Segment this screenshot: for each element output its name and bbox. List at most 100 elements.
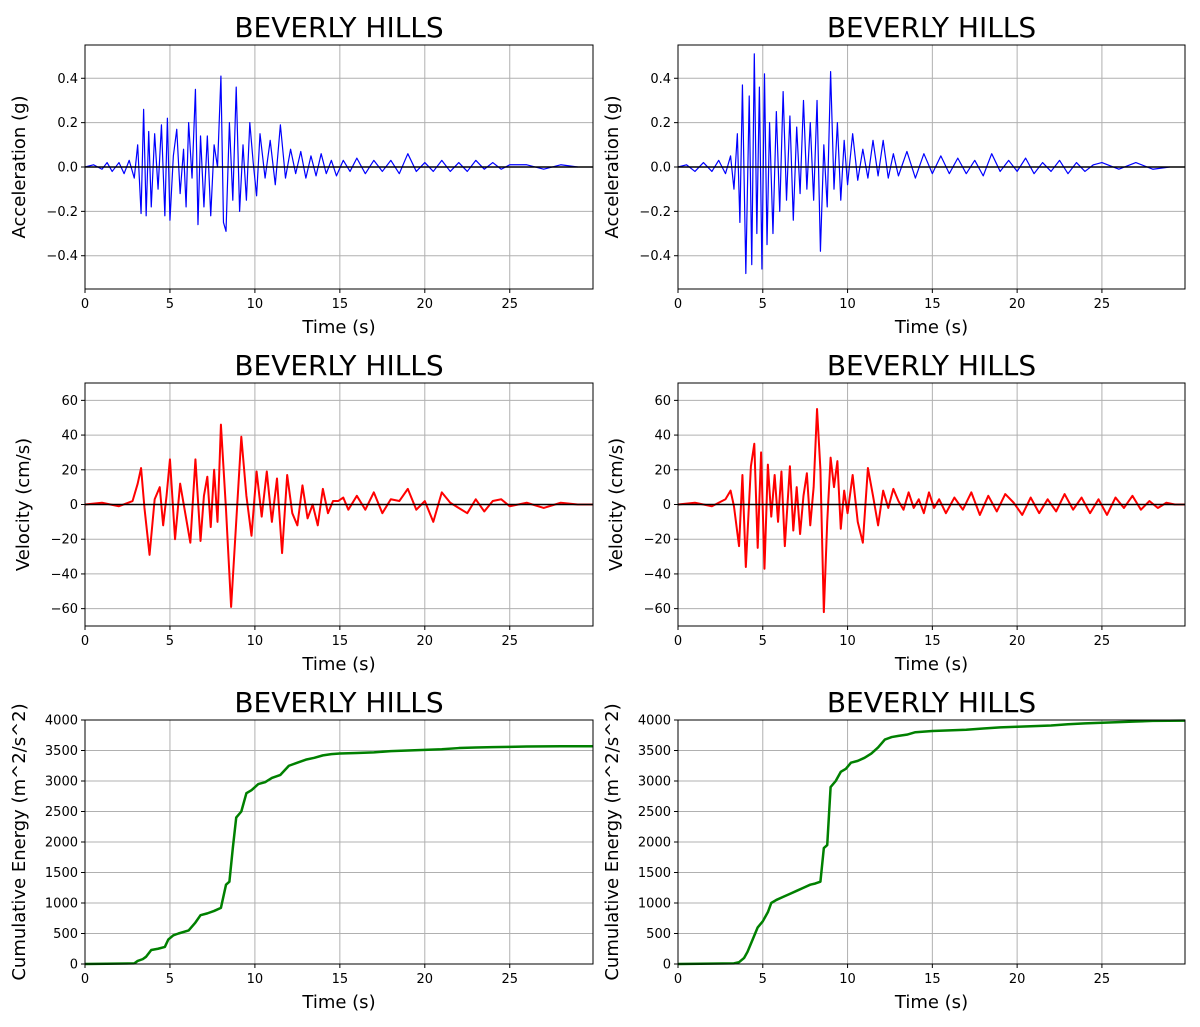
y-tick-label: 60 (61, 394, 78, 409)
chart-accel-right: 0 5 10 15 20 25 −0.4 −0.2 0.0 0.2 0.4 BEVERLY HILLS… (602, 11, 1186, 338)
y-tick-label: −40 (51, 567, 78, 582)
y-tick-label: 0 (70, 958, 78, 973)
chart-title: BEVERLY HILLS (234, 349, 443, 382)
y-axis-label: Velocity (cm/s) (13, 438, 34, 571)
y-tick-label: 500 (646, 927, 671, 942)
x-tick-label: 10 (839, 297, 856, 312)
y-tick-label: 60 (654, 394, 671, 409)
y-tick-label: 0.0 (57, 161, 78, 176)
x-tick-label: 0 (674, 634, 682, 649)
x-tick-label: 15 (332, 297, 349, 312)
x-tick-label: 0 (674, 297, 682, 312)
chart-velocity-right: 0 5 10 15 20 25 −60 −40 −20 0 20 40 60 BEVERLY HILLS T… (606, 349, 1186, 675)
y-tick-label: 1500 (45, 866, 78, 881)
x-tick-label: 10 (247, 972, 264, 987)
x-axis-label: Time (s) (301, 992, 375, 1013)
series-line-accel-right (677, 53, 1170, 275)
x-tick-label: 5 (166, 634, 174, 649)
chart-velocity-left: 0 5 10 15 20 25 −60 −40 −20 0 20 40 60 BEVERLY HILLS T… (13, 349, 594, 675)
x-tick-label: 10 (839, 634, 856, 649)
chart-title: BEVERLY HILLS (234, 686, 443, 719)
y-tick-label: −0.4 (46, 249, 78, 264)
y-axis-label: Acceleration (g) (9, 95, 30, 238)
y-tick-label: 0.4 (57, 72, 78, 87)
x-tick-label: 15 (332, 634, 349, 649)
y-tick-label: −0.4 (639, 249, 671, 264)
x-axis-label: Time (s) (894, 992, 968, 1013)
x-axis-label: Time (s) (894, 317, 968, 338)
y-tick-label: 2500 (45, 805, 78, 820)
x-tick-label: 0 (81, 634, 89, 649)
y-tick-label: −0.2 (639, 205, 671, 220)
x-tick-label: 5 (759, 972, 767, 987)
y-tick-label: 40 (654, 429, 671, 444)
y-tick-label: −40 (644, 567, 671, 582)
y-tick-label: 2000 (45, 836, 78, 851)
x-tick-label: 25 (1094, 972, 1111, 987)
series-line-energy-right (677, 719, 1186, 966)
chart-energy-right: 0 5 10 15 20 25 0 500 1000 1500 2000 2500 3000 3500 40… (602, 686, 1186, 1013)
y-tick-label: 2500 (638, 805, 671, 820)
y-tick-label: 3000 (638, 775, 671, 790)
y-tick-label: 20 (61, 463, 78, 478)
x-tick-label: 15 (332, 972, 349, 987)
x-tick-label: 25 (501, 634, 518, 649)
y-tick-label: 3000 (45, 775, 78, 790)
chart-title: BEVERLY HILLS (827, 349, 1036, 382)
y-tick-label: 1000 (45, 897, 78, 912)
x-tick-label: 20 (417, 972, 434, 987)
x-axis-label: Time (s) (301, 654, 375, 675)
x-tick-label: 5 (759, 297, 767, 312)
chart-title: BEVERLY HILLS (827, 11, 1036, 44)
y-axis-label: Cumulative Energy (m^2/s^2) (9, 703, 30, 980)
x-tick-label: 25 (501, 972, 518, 987)
x-tick-label: 25 (1094, 634, 1111, 649)
x-tick-label: 15 (924, 297, 941, 312)
x-tick-label: 15 (924, 972, 941, 987)
chart-title: BEVERLY HILLS (827, 686, 1036, 719)
chart-energy-left: 0 5 10 15 20 25 0 500 1000 1500 2000 2500 3000 3500 40… (9, 686, 594, 1013)
x-tick-label: 5 (166, 972, 174, 987)
y-tick-label: 0 (663, 958, 671, 973)
y-tick-label: 0 (70, 498, 78, 513)
y-tick-label: 0.2 (57, 116, 78, 131)
x-tick-label: 20 (1009, 634, 1026, 649)
y-tick-label: 3500 (45, 744, 78, 759)
series-line-accel-left (84, 75, 578, 232)
y-tick-label: 2000 (638, 836, 671, 851)
x-tick-label: 20 (1009, 297, 1026, 312)
x-tick-label: 0 (81, 297, 89, 312)
y-tick-label: 1500 (638, 866, 671, 881)
x-tick-label: 25 (501, 297, 518, 312)
y-axis-label: Velocity (cm/s) (606, 438, 627, 571)
y-tick-label: −60 (644, 602, 671, 617)
x-tick-label: 20 (1009, 972, 1026, 987)
x-tick-label: 10 (247, 634, 264, 649)
x-axis-label: Time (s) (894, 654, 968, 675)
y-tick-label: −20 (51, 533, 78, 548)
series-line-velocity-left (84, 423, 593, 608)
y-tick-label: 20 (654, 463, 671, 478)
y-tick-label: 0.4 (650, 72, 671, 87)
y-tick-label: 0 (663, 498, 671, 513)
x-tick-label: 25 (1094, 297, 1111, 312)
y-tick-label: 40 (61, 429, 78, 444)
series-line-energy-left (84, 744, 593, 966)
chart-title: BEVERLY HILLS (234, 11, 443, 44)
x-tick-label: 0 (81, 972, 89, 987)
x-axis-label: Time (s) (301, 317, 375, 338)
x-tick-label: 10 (839, 972, 856, 987)
y-tick-label: 4000 (638, 714, 671, 729)
x-tick-label: 5 (759, 634, 767, 649)
y-tick-label: −20 (644, 533, 671, 548)
y-tick-label: 500 (53, 927, 78, 942)
x-tick-label: 0 (674, 972, 682, 987)
y-axis-label: Acceleration (g) (602, 95, 623, 238)
x-tick-label: 5 (166, 297, 174, 312)
x-tick-label: 15 (924, 634, 941, 649)
x-tick-label: 10 (247, 297, 264, 312)
x-tick-label: 20 (417, 634, 434, 649)
chart-accel-left: 0 5 10 15 20 25 −0.4 −0.2 0.0 0.2 0.4 BEVERLY HILLS… (9, 11, 594, 338)
y-tick-label: 0.2 (650, 116, 671, 131)
